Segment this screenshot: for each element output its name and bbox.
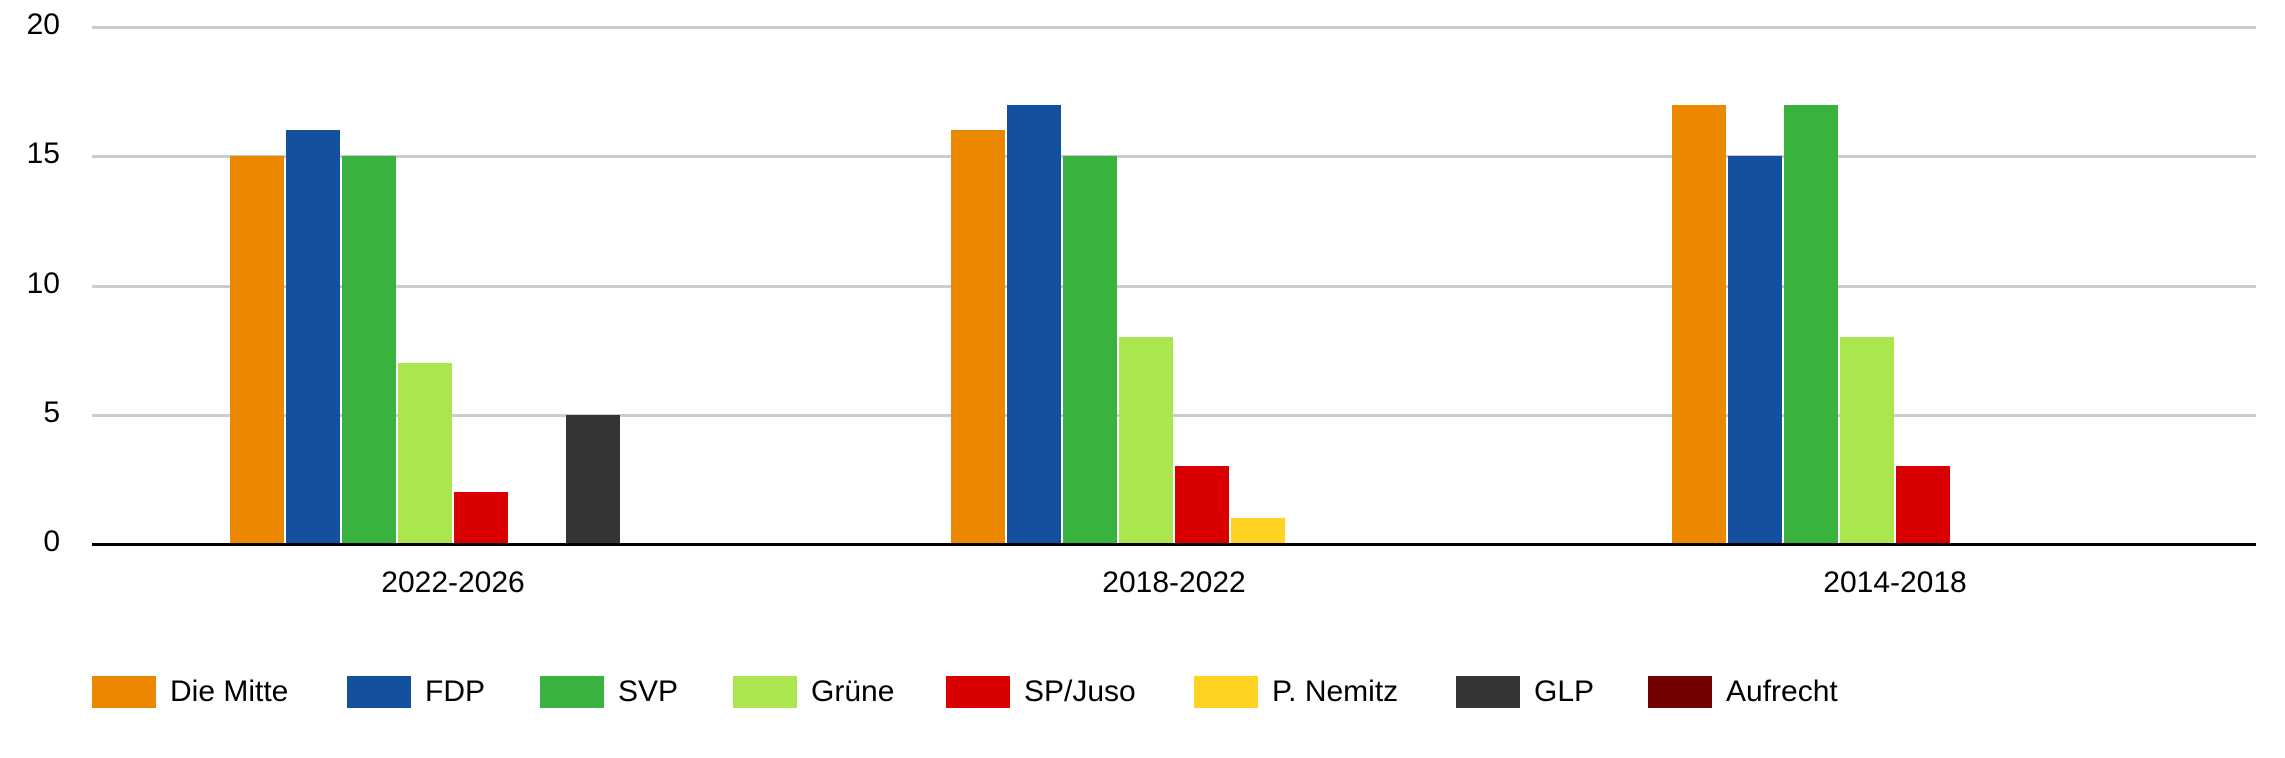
legend-swatch-icon (1456, 676, 1520, 708)
gridline (92, 284, 2256, 288)
legend-label: SVP (618, 675, 679, 708)
legend-label: P. Nemitz (1272, 675, 1399, 708)
legend-item[interactable]: Aufrecht (1648, 676, 1838, 708)
bar[interactable] (398, 363, 452, 544)
bar[interactable] (1672, 105, 1726, 544)
bar[interactable] (1896, 466, 1950, 544)
legend-swatch-icon (946, 676, 1010, 708)
legend-item[interactable]: SP/Juso (946, 676, 1136, 708)
bar[interactable] (951, 130, 1005, 544)
bar[interactable] (1784, 105, 1838, 544)
y-tick-label: 20 (26, 8, 60, 41)
legend-label: GLP (1534, 675, 1595, 708)
legend-label: FDP (425, 675, 485, 708)
bar[interactable] (1840, 337, 1894, 544)
legend-swatch-icon (92, 676, 156, 708)
gridline (92, 26, 2256, 29)
y-tick-label: 5 (43, 395, 60, 429)
bar[interactable] (342, 156, 396, 544)
legend-swatch-icon (733, 676, 797, 708)
legend-swatch-icon (540, 676, 604, 708)
bar[interactable] (1119, 337, 1173, 544)
legend-item[interactable]: GLP (1456, 676, 1594, 708)
legend-item[interactable]: Grüne (733, 676, 894, 708)
legend-swatch-icon (1648, 676, 1712, 708)
legend-label: Aufrecht (1726, 675, 1838, 708)
gridline (92, 155, 2256, 159)
bar[interactable] (1728, 156, 1782, 544)
y-tick-label: 10 (26, 266, 60, 300)
x-category-label: 2014-2018 (1823, 566, 1967, 599)
gridline (92, 413, 2256, 417)
y-tick-label: 15 (26, 137, 60, 171)
legend-label: Grüne (811, 675, 895, 708)
legend-item[interactable]: SVP (540, 676, 678, 708)
bar[interactable] (1007, 105, 1061, 544)
legend-item[interactable]: FDP (347, 676, 485, 708)
bar[interactable] (1063, 156, 1117, 544)
x-category-label: 2018-2022 (1102, 566, 1246, 599)
bar[interactable] (454, 492, 508, 544)
y-tick-label: 0 (43, 525, 60, 558)
legend-item[interactable]: Die Mitte (92, 676, 288, 708)
x-category-label: 2022-2026 (381, 566, 525, 599)
legend-item[interactable]: P. Nemitz (1194, 676, 1398, 708)
bar[interactable] (1231, 518, 1285, 544)
bar[interactable] (286, 130, 340, 544)
legend-label: SP/Juso (1024, 675, 1136, 708)
bar[interactable] (230, 156, 284, 544)
legend-swatch-icon (1194, 676, 1258, 708)
legend-swatch-icon (347, 676, 411, 708)
x-axis-line (92, 543, 2256, 546)
bar[interactable] (566, 415, 620, 544)
legend-label: Die Mitte (170, 675, 289, 708)
bar[interactable] (1175, 466, 1229, 544)
